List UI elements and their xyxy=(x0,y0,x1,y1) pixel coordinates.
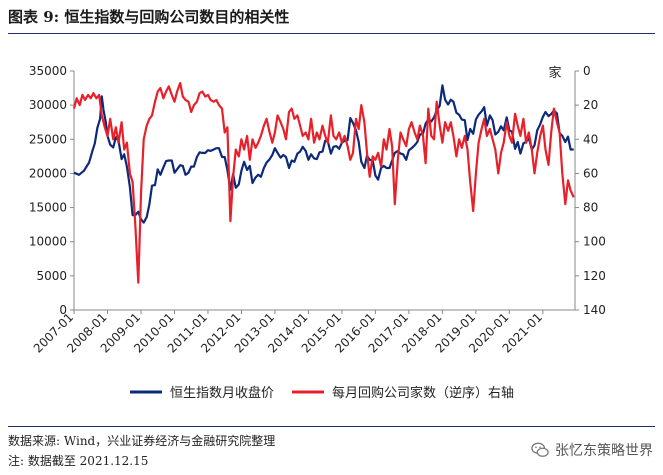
left-axis-tick-label: 20000 xyxy=(29,166,67,180)
right-axis-tick-label: 100 xyxy=(583,235,606,249)
figure-title: 图表 9: 恒生指数与回购公司数目的相关性 xyxy=(8,8,290,26)
right-axis-tick-label: 40 xyxy=(583,132,598,146)
legend-label: 恒生指数月收盘价 xyxy=(170,385,274,401)
right-axis-tick-label: 60 xyxy=(583,166,598,180)
left-axis-tick-label: 25000 xyxy=(29,132,67,146)
watermark: 张忆东策略世界 xyxy=(531,440,653,460)
left-axis-tick-label: 30000 xyxy=(29,98,67,112)
series-line-buyback-companies xyxy=(72,81,575,284)
title-divider xyxy=(8,33,655,34)
series-line-hang-seng-index xyxy=(73,84,574,224)
right-axis-tick-label: 80 xyxy=(583,201,598,215)
footer-divider xyxy=(8,426,655,427)
left-axis-tick-label: 10000 xyxy=(29,235,67,249)
right-axis-tick-label: 20 xyxy=(583,98,598,112)
right-axis-tick-label: 0 xyxy=(583,64,591,78)
left-axis-tick-label: 35000 xyxy=(29,64,67,78)
wechat-icon xyxy=(531,442,549,457)
left-axis-tick-label: 15000 xyxy=(29,201,67,215)
data-source-note: 数据来源: Wind，兴业证券经济与金融研究院整理 xyxy=(8,434,276,448)
data-date-note: 注: 数据截至 2021.12.15 xyxy=(8,454,149,468)
left-axis-tick-label: 5000 xyxy=(36,269,67,283)
chart-canvas: 0 5000 10000 15000 20000 25000 30000 35000 0 20 40… xyxy=(29,64,606,401)
legend-label: 每月回购公司家数（逆序）右轴 xyxy=(332,385,514,401)
right-axis-tick-label: 120 xyxy=(583,269,606,283)
right-axis-tick-label: 140 xyxy=(583,303,606,317)
right-axis-unit: 家 xyxy=(548,65,561,81)
left-axis-tick-label: 0 xyxy=(59,303,67,317)
watermark-text: 张忆东策略世界 xyxy=(555,443,653,459)
